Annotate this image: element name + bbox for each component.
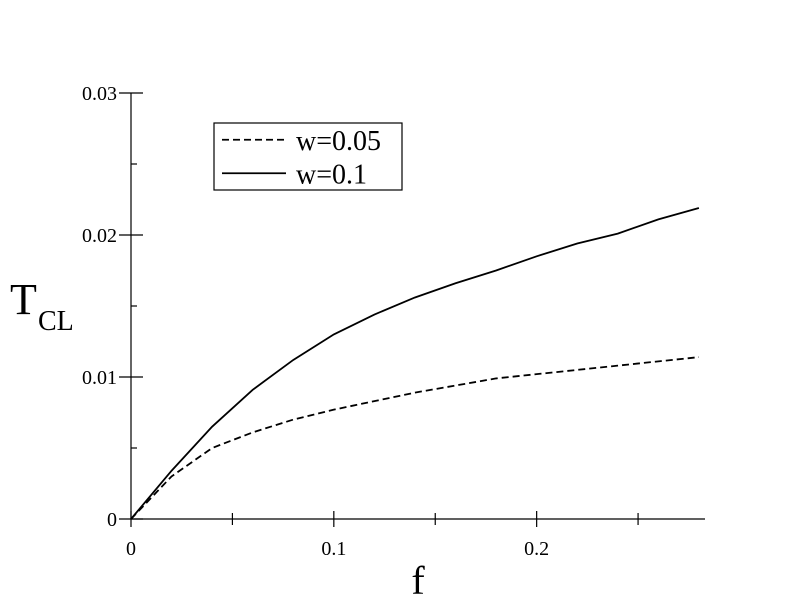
x-tick-label: 0.2 (524, 538, 549, 560)
x-axis-label: f (411, 558, 425, 603)
x-tick-label: 0.1 (321, 538, 346, 560)
y-axis-label: T (10, 275, 37, 324)
y-axis-label-sub: CL (38, 306, 74, 337)
legend-box (213, 122, 403, 191)
legend-label: w=0.05 (296, 126, 381, 157)
legend-label: w=0.1 (296, 159, 367, 190)
y-tick-label: 0.02 (82, 225, 117, 247)
y-tick-label: 0.03 (82, 83, 117, 105)
series-line (130, 207, 700, 520)
y-tick-label: 0.01 (82, 367, 117, 389)
series-line (130, 356, 700, 520)
x-tick-label: 0 (126, 538, 136, 560)
y-tick-label: 0 (107, 509, 117, 531)
